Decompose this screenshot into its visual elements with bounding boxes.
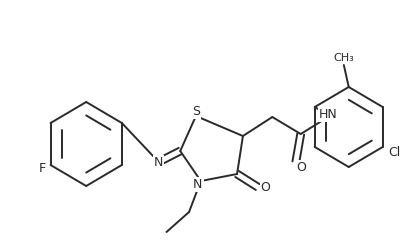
Text: N: N: [193, 178, 202, 191]
Text: O: O: [296, 161, 306, 174]
Text: HN: HN: [319, 108, 338, 121]
Text: N: N: [154, 156, 163, 169]
Text: CH₃: CH₃: [334, 53, 354, 63]
Text: Cl: Cl: [388, 146, 400, 159]
Text: S: S: [192, 105, 200, 118]
Text: O: O: [260, 181, 270, 194]
Text: F: F: [39, 162, 46, 175]
